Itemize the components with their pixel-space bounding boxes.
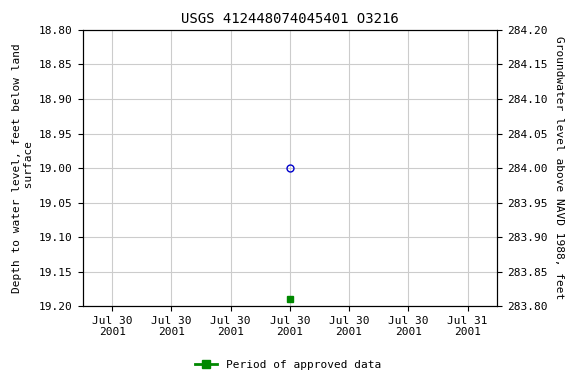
Title: USGS 412448074045401 O3216: USGS 412448074045401 O3216 [181, 12, 399, 26]
Y-axis label: Depth to water level, feet below land
 surface: Depth to water level, feet below land su… [12, 43, 33, 293]
Y-axis label: Groundwater level above NAVD 1988, feet: Groundwater level above NAVD 1988, feet [554, 36, 564, 300]
Legend: Period of approved data: Period of approved data [191, 356, 385, 375]
